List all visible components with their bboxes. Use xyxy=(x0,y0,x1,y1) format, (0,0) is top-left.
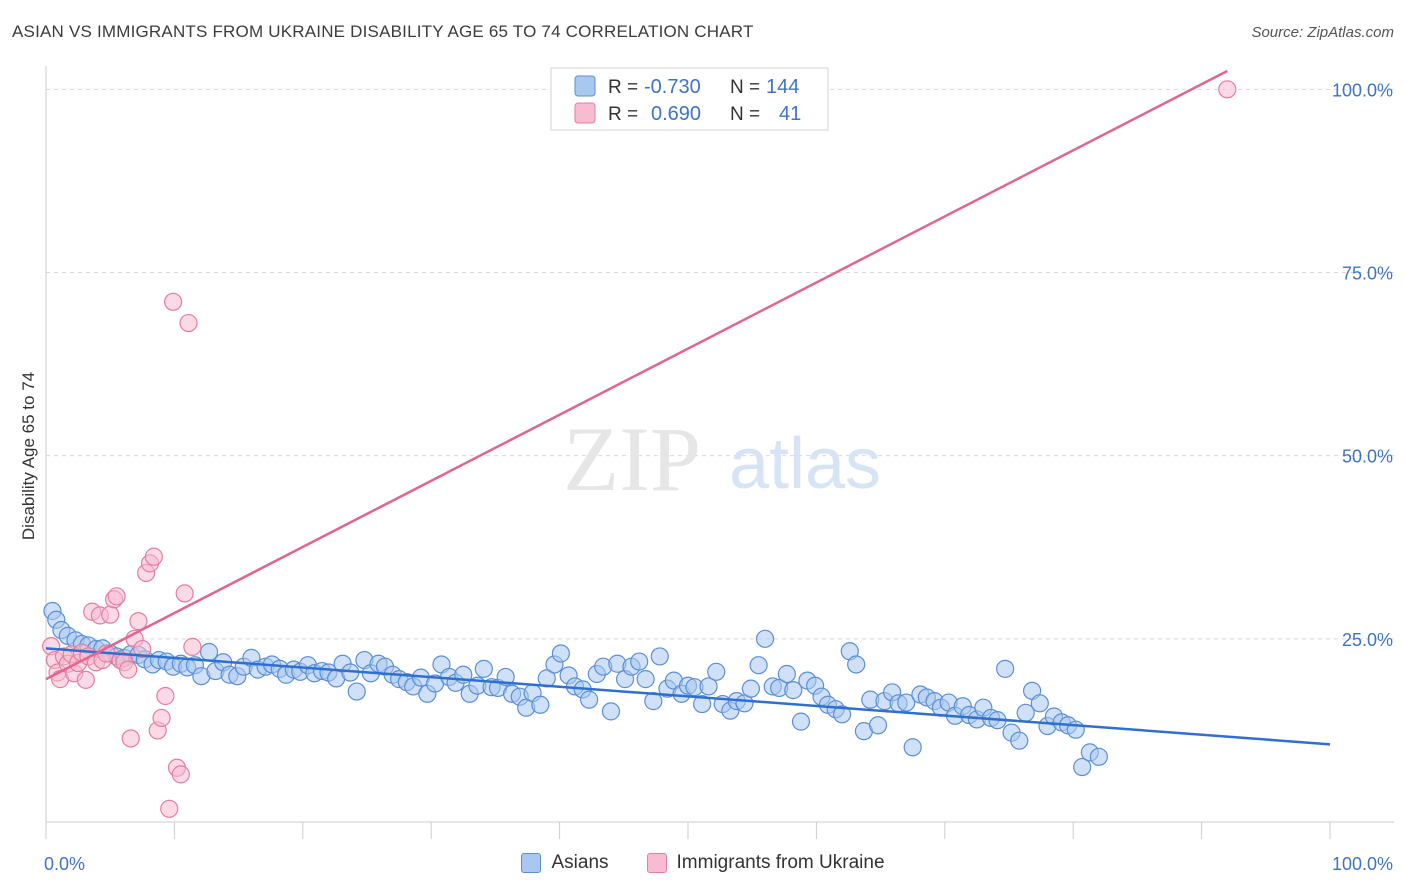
trend-lines xyxy=(45,69,1331,746)
data-point-asian xyxy=(199,642,219,662)
watermark-zip: ZIP xyxy=(563,408,701,510)
data-point-ukraine xyxy=(179,313,198,333)
source-label: Source: ZipAtlas.com xyxy=(1251,24,1394,41)
tick-labels: 25.0% 50.0% 75.0% 100.0% 0.0% 100.0% xyxy=(44,80,1393,874)
data-point-asian xyxy=(580,690,599,709)
data-point-asian xyxy=(741,679,761,698)
data-point-ukraine xyxy=(129,612,148,631)
legend-n-value: 144 xyxy=(766,76,799,98)
legend-r-value: -0.730 xyxy=(644,76,701,98)
legend-r-label: R = xyxy=(608,77,638,98)
trend-line-ukraine xyxy=(45,69,1228,681)
x-tick-label: 100.0% xyxy=(1332,854,1393,874)
data-point-asian xyxy=(699,677,718,696)
data-point-asian xyxy=(1010,731,1029,750)
data-point-asian xyxy=(474,659,493,678)
data-point-asian xyxy=(707,662,726,681)
data-point-asian xyxy=(777,664,796,684)
data-point-ukraine xyxy=(152,708,171,728)
grid-lines xyxy=(46,88,1394,640)
legend-n-value: 41 xyxy=(779,103,801,125)
data-point-asian xyxy=(347,682,366,701)
legend-label-asians: Asians xyxy=(551,852,609,873)
data-point-asian xyxy=(749,656,768,675)
x-tick-label: 0.0% xyxy=(44,854,85,874)
legend-item-asians: Asians xyxy=(521,852,609,874)
data-point-asian xyxy=(996,659,1015,678)
data-point-asian xyxy=(868,716,888,735)
data-point-asian xyxy=(693,694,712,714)
data-point-asian xyxy=(832,705,852,724)
data-point-ukraine xyxy=(121,729,140,748)
data-point-asian xyxy=(1030,694,1049,713)
y-tick-label: 25.0% xyxy=(1342,630,1393,650)
axes xyxy=(45,66,1394,839)
watermark-atlas: atlas xyxy=(729,424,881,504)
data-point-asian xyxy=(1073,757,1092,777)
legend-r-label: R = xyxy=(608,104,638,125)
data-point-ukraine xyxy=(156,686,175,706)
y-tick-label: 75.0% xyxy=(1342,263,1393,283)
watermark: ZIP atlas xyxy=(563,408,881,510)
data-point-asian xyxy=(636,670,655,689)
data-point-ukraine xyxy=(76,670,95,689)
legend-r-value: 0.690 xyxy=(651,103,701,125)
y-tick-label: 100.0% xyxy=(1332,80,1393,100)
data-point-asian xyxy=(1089,747,1108,766)
legend-top-box xyxy=(550,67,829,131)
legend-n-label: N = xyxy=(730,104,760,125)
legend-top: R = -0.730 N = 144 R = 0.690 N = 41 xyxy=(550,67,829,131)
data-point-ukraine xyxy=(160,799,179,818)
data-point-asian xyxy=(755,629,775,648)
data-point-asian xyxy=(903,738,922,757)
data-point-asian xyxy=(847,655,866,674)
data-point-ukraine xyxy=(171,765,190,784)
legend-swatch-asians xyxy=(574,75,596,97)
data-point-ukraine xyxy=(107,587,126,606)
y-axis-label: Disability Age 65 to 74 xyxy=(19,372,38,540)
legend-swatch-asians xyxy=(521,853,542,873)
data-point-asian xyxy=(601,702,621,721)
data-point-ukraine xyxy=(101,605,120,624)
data-point-ukraine xyxy=(183,637,202,656)
data-point-ukraine xyxy=(1218,80,1237,99)
data-point-asian xyxy=(791,712,811,731)
trend-line-asians xyxy=(45,647,1331,746)
data-point-asian xyxy=(650,647,669,666)
legend-item-ukraine: Immigrants from Ukraine xyxy=(646,852,885,874)
data-point-asian xyxy=(630,652,649,671)
data-point-ukraine xyxy=(144,547,163,566)
data-point-asian xyxy=(897,693,916,712)
data-point-asian xyxy=(531,695,550,714)
chart-title: ASIAN VS IMMIGRANTS FROM UKRAINE DISABIL… xyxy=(12,22,754,41)
legend-bottom: Asians Immigrants from Ukraine xyxy=(0,852,1406,874)
data-point-ukraine xyxy=(175,584,194,603)
legend-swatch-ukraine xyxy=(646,853,667,873)
data-point-ukraine xyxy=(133,639,152,659)
data-point-asian xyxy=(551,644,570,663)
data-point-ukraine xyxy=(119,660,138,679)
data-point-ukraine xyxy=(164,292,183,311)
legend-n-label: N = xyxy=(730,77,760,98)
legend-swatch-ukraine xyxy=(574,102,596,124)
data-point-asian xyxy=(784,681,803,700)
y-tick-label: 50.0% xyxy=(1342,447,1393,467)
legend-label-ukraine: Immigrants from Ukraine xyxy=(676,852,885,873)
